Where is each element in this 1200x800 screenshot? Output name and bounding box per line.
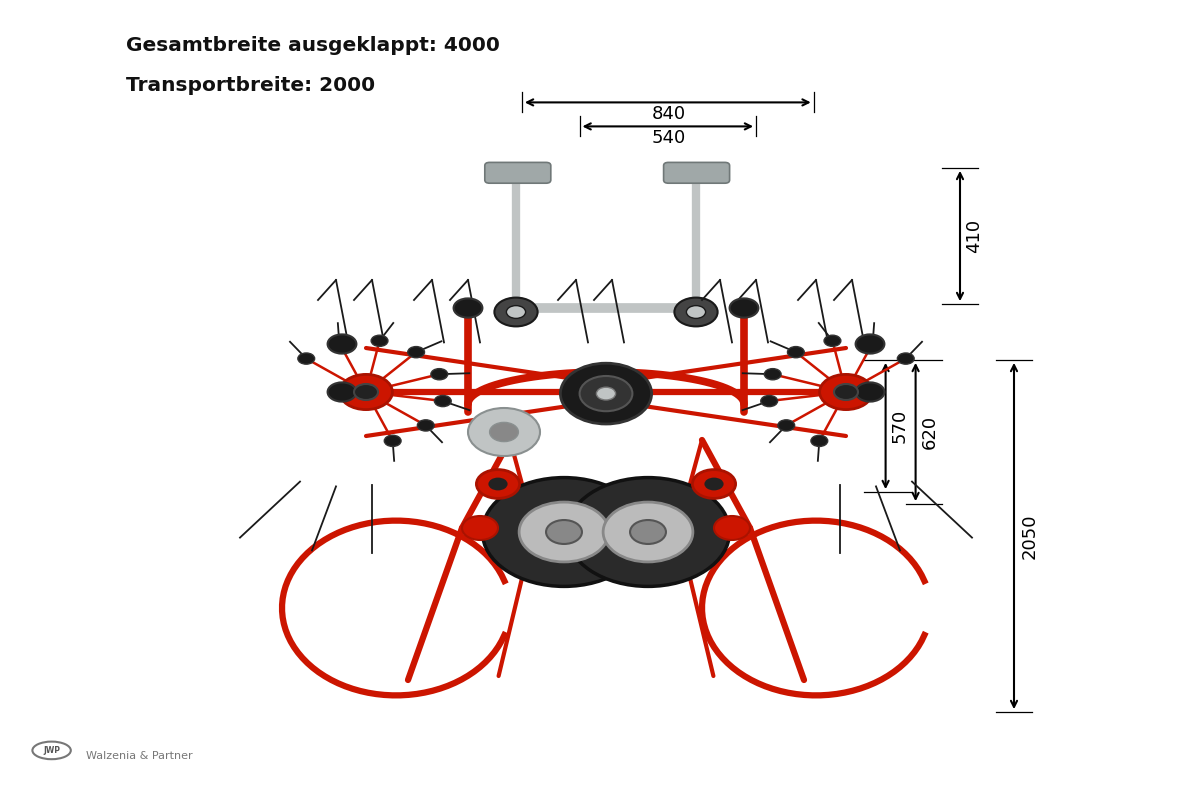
Circle shape [494, 298, 538, 326]
Circle shape [811, 435, 828, 446]
Circle shape [824, 335, 841, 346]
Circle shape [674, 298, 718, 326]
Circle shape [488, 478, 508, 490]
Circle shape [596, 387, 616, 400]
Circle shape [566, 478, 730, 586]
FancyBboxPatch shape [485, 162, 551, 183]
Circle shape [431, 369, 448, 380]
Circle shape [331, 338, 348, 349]
Circle shape [761, 395, 778, 406]
Circle shape [764, 369, 781, 380]
Circle shape [714, 516, 750, 540]
Circle shape [630, 520, 666, 544]
FancyBboxPatch shape [664, 162, 730, 183]
Circle shape [418, 420, 434, 431]
Circle shape [434, 395, 451, 406]
Circle shape [340, 374, 392, 410]
Circle shape [898, 353, 914, 364]
Circle shape [408, 346, 425, 358]
Circle shape [354, 384, 378, 400]
Circle shape [686, 306, 706, 318]
Text: 620: 620 [922, 415, 940, 449]
Circle shape [454, 298, 482, 318]
Circle shape [778, 420, 794, 431]
Circle shape [490, 422, 518, 442]
Circle shape [506, 306, 526, 318]
Circle shape [834, 384, 858, 400]
Circle shape [864, 338, 881, 349]
Text: Gesamtbreite ausgeklappt: 4000: Gesamtbreite ausgeklappt: 4000 [126, 36, 500, 55]
Circle shape [604, 502, 692, 562]
Circle shape [462, 516, 498, 540]
Circle shape [328, 334, 356, 354]
Circle shape [580, 376, 632, 411]
Circle shape [692, 470, 736, 498]
Text: Transportbreite: 2000: Transportbreite: 2000 [126, 76, 376, 95]
Text: 570: 570 [890, 409, 910, 442]
Circle shape [704, 478, 724, 490]
Circle shape [371, 335, 388, 346]
Circle shape [787, 346, 804, 358]
Circle shape [384, 435, 401, 446]
Circle shape [546, 520, 582, 544]
Text: Walzenia & Partner: Walzenia & Partner [86, 751, 193, 761]
Circle shape [298, 353, 314, 364]
Text: 540: 540 [652, 130, 685, 147]
Circle shape [328, 382, 356, 402]
Text: 2050: 2050 [1020, 514, 1038, 558]
Text: JWP: JWP [43, 746, 60, 755]
Circle shape [730, 298, 758, 318]
Circle shape [560, 363, 652, 424]
Circle shape [476, 470, 520, 498]
Circle shape [520, 502, 608, 562]
Circle shape [856, 334, 884, 354]
Text: 410: 410 [966, 219, 984, 253]
Circle shape [820, 374, 872, 410]
Circle shape [468, 408, 540, 456]
Circle shape [856, 382, 884, 402]
Circle shape [482, 478, 646, 586]
Text: 840: 840 [652, 106, 685, 123]
